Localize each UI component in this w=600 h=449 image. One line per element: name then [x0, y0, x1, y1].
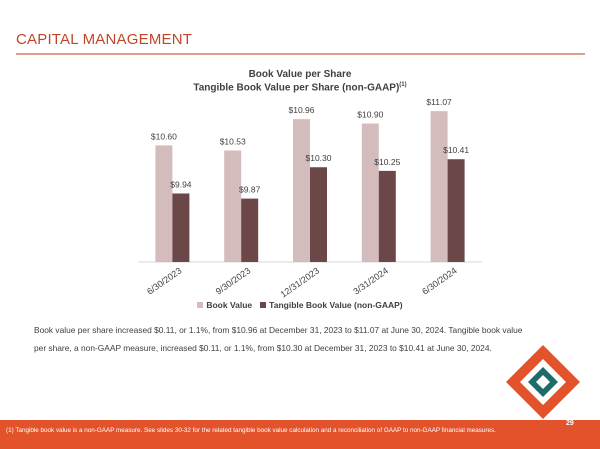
legend-swatch-book-value — [197, 302, 204, 308]
bar-book-value-0 — [155, 145, 173, 262]
bar-book-value-4 — [430, 111, 448, 263]
bar-tangible-book-value-0 — [172, 193, 190, 262]
chart-subtitle-footnote-ref: (1) — [399, 82, 407, 88]
slide-title: CAPITAL MANAGEMENT — [16, 31, 193, 48]
bar-book-value-3 — [361, 123, 379, 262]
chart-title: Book Value per Share — [248, 69, 352, 80]
x-tick-label-3: 3/31/2024 — [351, 265, 390, 296]
summary-text: Book value per share increased $0.11, or… — [34, 325, 523, 353]
data-label-tangible-book-value-1: $9.87 — [239, 185, 261, 195]
data-label-book-value-0: $10.60 — [151, 131, 177, 141]
x-tick-label-4: 6/30/2024 — [420, 265, 459, 296]
data-label-tangible-book-value-4: $10.41 — [443, 145, 469, 155]
x-tick-label-2: 12/31/2023 — [279, 265, 322, 299]
x-tick-label-0: 6/30/2023 — [145, 265, 184, 296]
title-divider — [16, 53, 585, 55]
bar-tangible-book-value-1 — [241, 198, 259, 262]
data-label-tangible-book-value-3: $10.25 — [374, 157, 400, 167]
footnote: (1) Tangible book value is a non-GAAP me… — [6, 427, 496, 434]
data-label-book-value-4: $11.07 — [426, 97, 452, 107]
page-number: 29 — [566, 420, 574, 427]
legend-item-book-value: Book Value — [197, 300, 252, 310]
legend-swatch-tangible-book-value — [260, 302, 267, 308]
data-label-book-value-3: $10.90 — [357, 110, 383, 120]
legend-label-book-value: Book Value — [206, 300, 253, 310]
x-tick-label-1: 9/30/2023 — [214, 265, 253, 296]
bar-book-value-1 — [224, 150, 242, 262]
bar-chart: $10.60 $9.94 6/30/2023 $10.53 $9.87 9/30/2023… — [138, 97, 482, 299]
legend-label-tangible-book-value: Tangible Book Value (non-GAAP) — [269, 300, 403, 310]
data-label-tangible-book-value-0: $9.94 — [170, 179, 192, 189]
data-label-book-value-1: $10.53 — [220, 136, 246, 146]
data-label-book-value-2: $10.96 — [289, 105, 315, 115]
bar-tangible-book-value-4 — [447, 159, 465, 262]
bar-tangible-book-value-3 — [378, 170, 396, 262]
bar-book-value-2 — [293, 119, 310, 262]
legend-item-tangible-book-value: Tangible Book Value (non-GAAP) — [260, 300, 403, 310]
bar-tangible-book-value-2 — [310, 167, 327, 262]
chart-subtitle: Tangible Book Value per Share (non-GAAP)… — [100, 82, 500, 93]
data-label-tangible-book-value-2: $10.30 — [306, 153, 332, 163]
chart-legend: Book Value Tangible Book Value (non-GAAP… — [0, 300, 600, 310]
diamond-logo-icon — [506, 345, 580, 419]
chart-subtitle-text: Tangible Book Value per Share (non-GAAP) — [193, 82, 400, 94]
footer-bar — [0, 420, 600, 449]
